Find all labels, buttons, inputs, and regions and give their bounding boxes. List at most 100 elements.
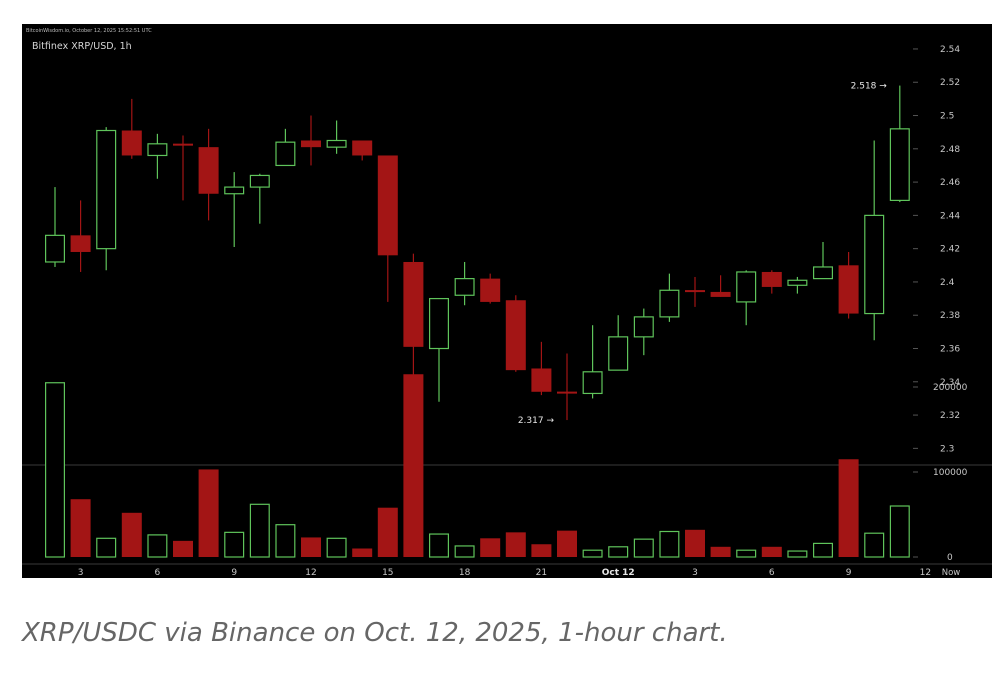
volume-bar: [45, 382, 65, 558]
chart-canvas: BitcoinWisdom.io, October 12, 2025 15:52…: [22, 28, 992, 578]
candle: [377, 155, 398, 302]
candle: [249, 173, 270, 224]
price-tick-label: 2.4: [940, 278, 955, 288]
volume-bar: [454, 545, 475, 558]
volume-bar: [147, 534, 168, 558]
volume-bar: [121, 512, 142, 557]
x-tick-label: 9: [846, 568, 852, 578]
candle: [531, 341, 552, 396]
candle-body: [633, 316, 654, 338]
candle-body: [480, 278, 501, 302]
candle-body: [812, 266, 833, 280]
x-axis: 3 6 9 12 15 18 21 Oct 12 3 6 9 12 Now: [78, 568, 961, 578]
price-tick-label: 2.48: [940, 145, 960, 155]
price-tick-label: 2.42: [940, 245, 960, 255]
x-tick-label: 9: [231, 568, 237, 578]
candle: [173, 135, 193, 201]
candle: [147, 133, 168, 179]
volume-bar: [70, 499, 91, 557]
candle-body: [659, 289, 680, 318]
candle: [685, 276, 705, 307]
volume-bar: [557, 530, 577, 557]
candle: [787, 276, 808, 294]
candle: [45, 187, 65, 267]
candle: [224, 172, 245, 247]
price-tick-label: 2.34: [940, 378, 960, 388]
candles-layer: [45, 85, 910, 421]
annotations-layer: 2.518 → 2.317 →: [518, 82, 887, 426]
candle: [352, 140, 373, 161]
candle-body: [173, 143, 193, 146]
x-tick-label: 3: [78, 568, 84, 578]
volume-bar: [685, 529, 705, 557]
candle: [557, 353, 577, 421]
volume-bar: [301, 537, 321, 557]
volume-bar: [633, 538, 654, 558]
x-tick-label: 18: [459, 568, 471, 578]
volume-bar: [761, 546, 782, 557]
candlestick-chart: BitcoinWisdom.io, October 12, 2025 15:52…: [22, 24, 992, 578]
candle-body: [608, 336, 629, 371]
candle: [96, 127, 117, 271]
volume-bar: [326, 537, 347, 558]
price-tick-label: 2.46: [940, 178, 960, 188]
volume-bar: [864, 532, 885, 558]
candle: [736, 270, 757, 326]
volume-bar: [787, 550, 808, 558]
volume-bar: [403, 374, 424, 557]
candle-body: [147, 143, 168, 157]
candle-body: [45, 234, 65, 263]
price-tick-label: 2.32: [940, 411, 960, 421]
volume-bar: [480, 538, 501, 557]
volume-bar: [224, 531, 245, 558]
candle-body: [96, 129, 117, 250]
candle-body: [198, 147, 219, 194]
volume-bar: [838, 459, 859, 557]
candle-body: [736, 271, 757, 303]
price-axis: 2.54 2.52 2.5 2.48 2.46 2.44 2.42 2.4 2.38 2.36 2.…: [913, 45, 960, 454]
candle-body: [275, 141, 296, 167]
candle-body: [454, 278, 475, 296]
candle-body: [531, 368, 552, 392]
volume-bar: [377, 507, 398, 557]
candle-body: [787, 279, 808, 286]
volume-bar: [582, 549, 603, 558]
volume-tick-label: 200000: [933, 383, 968, 393]
volume-bar: [173, 540, 193, 557]
price-tick-label: 2.44: [940, 211, 960, 221]
candle: [198, 128, 219, 221]
candle-body: [249, 174, 270, 188]
volume-bar: [352, 548, 373, 557]
candle: [633, 308, 654, 356]
volume-tick-label: 0: [947, 553, 953, 563]
candle-body: [838, 265, 859, 314]
volume-bar: [659, 530, 680, 558]
candle-body: [864, 214, 885, 315]
volume-bar: [429, 533, 450, 558]
price-tick-label: 2.54: [940, 45, 960, 55]
x-tick-label: 15: [382, 568, 393, 578]
candle: [812, 242, 833, 280]
candle-body: [685, 290, 705, 293]
volume-bar: [608, 546, 629, 558]
volume-bar: [249, 503, 270, 558]
x-tick-label: 12: [920, 568, 931, 578]
x-now-label: Now: [942, 568, 961, 578]
candle: [608, 315, 629, 371]
price-annotation: 2.317 →: [518, 416, 555, 426]
candle-body: [377, 155, 398, 256]
volume-bars-layer: [45, 374, 910, 558]
x-tick-label: 12: [305, 568, 316, 578]
chart-header: BitcoinWisdom.io, October 12, 2025 15:52…: [26, 28, 152, 34]
volume-bar: [710, 546, 731, 557]
price-tick-label: 2.38: [940, 311, 960, 321]
candle: [889, 85, 910, 203]
candle-body: [301, 140, 321, 148]
x-tick-label: 6: [769, 568, 775, 578]
candle: [403, 253, 424, 381]
volume-bar: [505, 532, 526, 557]
volume-bar: [198, 469, 219, 557]
candle-body: [429, 297, 450, 350]
candle-body: [889, 128, 910, 201]
price-tick-label: 2.5: [940, 112, 954, 122]
